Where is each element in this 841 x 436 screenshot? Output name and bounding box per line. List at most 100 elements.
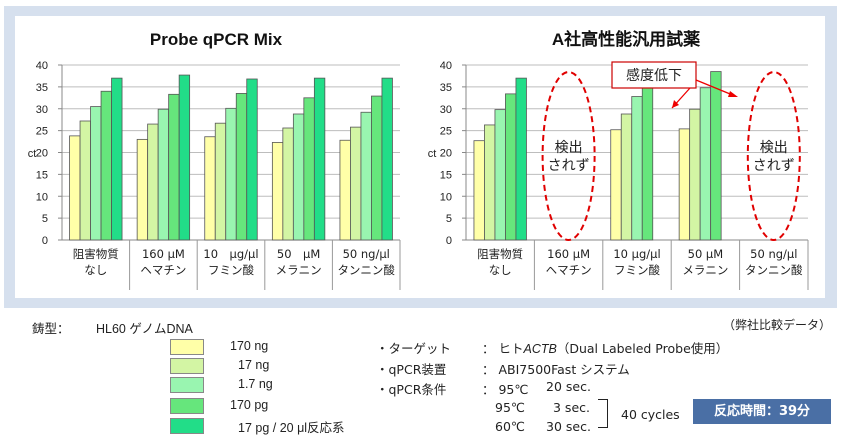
category-label: 160 μM (547, 247, 590, 261)
bar-3-3 (225, 107, 237, 241)
comparison-note: （弊社比較データ） (723, 318, 832, 332)
bar-2-1 (136, 138, 149, 241)
bar-4-4 (710, 71, 722, 241)
not-detected-label: されず (548, 158, 590, 174)
category-label: なし (489, 263, 512, 277)
spec-device-label: ・qPCR装置 (376, 362, 447, 377)
category-label: 50 ng/μl (750, 247, 797, 261)
spec-cond-label: ・qPCR条件 (376, 382, 447, 397)
callout-label: 感度低下 (626, 67, 682, 84)
y-tick-label: 10 (36, 191, 48, 203)
callout-arrow (695, 79, 736, 97)
template-value: HL60 ゲノムDNA (96, 322, 193, 336)
bar-1-1 (473, 140, 485, 241)
y-tick-label: 20 (36, 148, 48, 160)
legend-label-1: 17 ng (238, 358, 270, 372)
bar-4-2 (689, 108, 701, 241)
category-label: 160 μM (142, 247, 185, 261)
bar-1-1 (69, 135, 81, 241)
y-tick-label: 35 (36, 82, 48, 94)
spec-cond-temp-0: ： 95℃ (482, 382, 529, 397)
y-tick-label: 40 (440, 60, 452, 72)
chart-title: A社高性能汎用試薬 (552, 29, 700, 49)
bar-5-5 (381, 77, 393, 241)
y-tick-label: 20 (440, 148, 452, 160)
legend-swatch-0 (170, 339, 204, 355)
y-tick-label: 40 (36, 60, 48, 72)
bar-4-2 (282, 127, 294, 241)
y-tick-label: 25 (36, 126, 48, 138)
spec-cond-time-0: 20 sec. (546, 379, 591, 394)
y-tick-label: 15 (36, 169, 48, 181)
spec-cond-time-2: 30 sec. (546, 419, 591, 434)
bar-5-3 (360, 111, 372, 241)
y-tick-label: 30 (36, 104, 48, 116)
callout-arrowhead (728, 91, 738, 97)
legend-swatch-1 (170, 358, 204, 374)
category-label: 10 μg/μl (613, 247, 660, 261)
bar-1-5 (111, 77, 123, 241)
not-detected-label: 検出 (760, 140, 788, 156)
category-label: 阻害物質 (73, 247, 119, 261)
spec-device-value: ： ABI7500Fast システム (482, 362, 630, 377)
bar-3-4 (641, 82, 654, 241)
cycles-label: 40 cycles (621, 407, 680, 422)
template-label: 鋳型： (32, 321, 70, 336)
bar-1-5 (515, 77, 527, 241)
legend-swatch-3 (170, 398, 204, 414)
legend-label-2: 1.7 ng (238, 377, 273, 391)
bar-2-3 (157, 108, 170, 241)
bar-5-1 (339, 139, 351, 241)
legend-label-3: 170 pg (230, 398, 269, 412)
bar-2-2 (147, 123, 159, 241)
y-axis-label: ct (428, 148, 437, 160)
spec-target-value: ： ヒトACTB（Dual Labeled Probe使用） (482, 338, 728, 357)
bar-3-2 (214, 122, 227, 241)
callout-box (611, 61, 697, 89)
spec-target-gene: ACTB (523, 342, 557, 356)
not-detected-ellipse (541, 71, 596, 241)
y-tick-label: 10 (440, 191, 452, 203)
bar-4-3 (292, 113, 305, 241)
bar-5-4 (371, 95, 383, 241)
bar-5-2 (350, 126, 362, 241)
bar-4-5 (313, 77, 326, 241)
category-label: ヘマチン (546, 263, 592, 277)
bar-4-1 (678, 128, 691, 241)
bar-1-2 (484, 124, 496, 241)
spec-target-prefix: ： ヒト (482, 341, 524, 356)
category-label: フミン酸 (614, 263, 660, 277)
bar-3-1 (610, 129, 622, 241)
bar-3-4 (235, 93, 248, 241)
category-label: タンニン酸 (337, 263, 395, 277)
reaction-time-badge: 反応時間：39分 (693, 399, 831, 424)
category-label: 10 μg/μl (203, 247, 258, 261)
spec-cond-temp-1: 95℃ (495, 400, 525, 415)
category-label: なし (84, 263, 107, 277)
bar-4-3 (699, 87, 712, 241)
category-label: 50 ng/μl (343, 247, 390, 261)
y-tick-label: 0 (42, 235, 48, 247)
spec-cond-time-1: 3 sec. (553, 400, 590, 415)
category-label: メラニン (682, 263, 728, 277)
legend-label-0: 170 ng (230, 339, 269, 353)
category-label: 50 μM (688, 247, 724, 261)
category-label: ヘマチン (140, 263, 186, 277)
bar-1-4 (100, 90, 112, 241)
category-label: タンニン酸 (745, 263, 803, 277)
spec-cond-temp-2: 60℃ (495, 419, 525, 434)
bar-1-2 (79, 120, 91, 241)
bar-3-2 (620, 113, 633, 241)
y-tick-label: 5 (446, 213, 452, 225)
legend-label-4: 17 pg / 20 μl反応系 (238, 421, 345, 435)
bar-1-4 (505, 93, 517, 241)
y-tick-label: 35 (440, 82, 452, 94)
spec-target-suffix: （Dual Labeled Probe使用） (556, 341, 729, 356)
bar-4-1 (271, 142, 284, 241)
bar-1-3 (494, 109, 506, 241)
y-axis-label: ct (28, 148, 37, 160)
not-detected-label: 検出 (555, 140, 583, 156)
